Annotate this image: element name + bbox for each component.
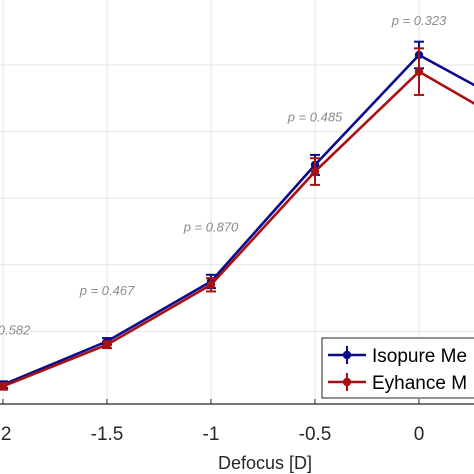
series-lines <box>0 40 474 391</box>
data-point <box>414 67 424 76</box>
series-2 <box>0 47 474 391</box>
legend-item: Isopure Me <box>328 346 467 367</box>
x-tick-label: -1 <box>203 424 220 445</box>
series-1 <box>0 40 474 390</box>
series-line <box>2 70 474 388</box>
p-value-label: p = 0.582 <box>0 323 31 338</box>
p-value-label: p = 0.323 <box>391 13 447 28</box>
x-tick-label: -0.5 <box>299 424 332 445</box>
x-tick-label: -2 <box>0 424 11 445</box>
x-axis-title: Defocus [D] <box>218 453 312 473</box>
x-tick-label: 0 <box>414 424 425 445</box>
data-point <box>0 382 8 391</box>
series-line <box>2 53 474 386</box>
data-point <box>206 280 216 289</box>
legend: Isopure Me Eyhance M <box>321 337 474 399</box>
p-value-label: p = 0.467 <box>79 283 135 298</box>
legend-marker <box>342 350 352 360</box>
plot-frame <box>0 399 474 405</box>
p-value-label: p = 0.870 <box>183 220 239 235</box>
data-point <box>310 167 320 176</box>
legend-label: Isopure Me <box>372 346 467 367</box>
legend-marker <box>342 377 352 387</box>
legend-item: Eyhance M <box>328 373 467 394</box>
grid <box>0 0 474 404</box>
x-tick-labels: -2 -1.5 -1 -0.5 0 <box>0 424 424 445</box>
legend-label: Eyhance M <box>372 373 467 394</box>
x-tick-label: -1.5 <box>91 424 124 445</box>
data-point <box>102 340 112 349</box>
p-value-label: p = 0.485 <box>287 110 343 125</box>
p-value-annotations: p = 0.582 p = 0.467 p = 0.870 p = 0.485 p = … <box>0 13 447 338</box>
